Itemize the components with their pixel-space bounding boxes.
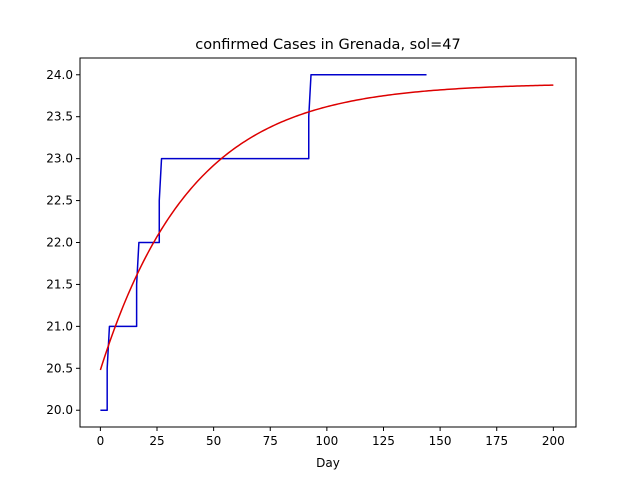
x-tick-label: 125 [372,434,395,448]
y-tick-label: 21.5 [46,277,73,291]
fitted-series-line [99,84,554,371]
y-tick-label: 21.0 [46,319,73,333]
y-tick-label: 24.0 [46,68,73,82]
chart-title: confirmed Cases in Grenada, sol=47 [195,37,460,53]
observed-series-line [100,74,427,411]
y-tick-label: 22.0 [46,236,73,250]
x-tick-label: 100 [315,434,338,448]
series-layer [99,74,554,411]
y-axis-ticks: 20.0 20.5 21.0 21.5 22.0 22.5 23.0 23.5 24.0 [46,68,80,417]
x-axis-label: Day [316,456,340,470]
y-tick-label: 20.5 [46,361,73,375]
y-tick-label: 22.5 [46,194,73,208]
x-axis-ticks: 0 25 50 75 100 125 150 175 200 [97,427,565,448]
x-tick-label: 75 [263,434,278,448]
y-tick-label: 23.0 [46,152,73,166]
x-tick-label: 0 [97,434,105,448]
x-tick-label: 50 [206,434,221,448]
y-tick-label: 20.0 [46,403,73,417]
x-tick-label: 150 [429,434,452,448]
x-tick-label: 175 [485,434,508,448]
y-tick-label: 23.5 [46,110,73,124]
x-tick-label: 25 [149,434,164,448]
x-tick-label: 200 [542,434,565,448]
